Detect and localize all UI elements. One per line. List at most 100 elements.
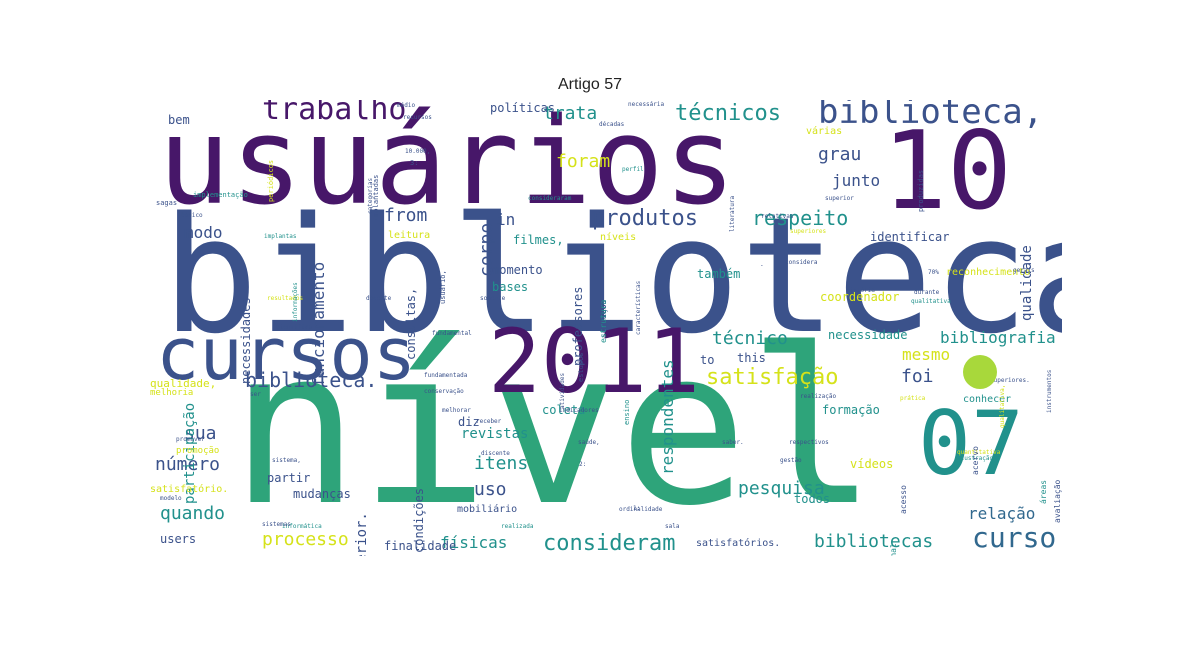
word: filmes, <box>513 233 564 247</box>
word: durante <box>914 289 940 296</box>
word: também <box>697 267 741 281</box>
word: 10 <box>882 109 1013 234</box>
word: médio <box>397 102 416 109</box>
word: relação <box>968 504 1036 523</box>
word: 1: <box>633 505 641 512</box>
word: consideram <box>543 531 676 556</box>
word: sua <box>184 423 217 444</box>
word: usuários <box>158 100 736 232</box>
word: qualidade, <box>150 377 217 390</box>
word: técnicos <box>675 101 781 126</box>
word: realização <box>800 393 837 400</box>
word: relativas <box>761 213 794 220</box>
word: áreas <box>1039 479 1048 504</box>
word: acesso <box>899 484 908 514</box>
word: níveis <box>600 232 637 243</box>
word: satisfatório. <box>150 484 229 495</box>
word: curso <box>972 521 1057 554</box>
word: trabalho <box>262 100 407 127</box>
word: consultas, <box>404 287 418 360</box>
word: produtos <box>592 206 698 231</box>
word: qualidade <box>1019 244 1035 321</box>
word: nível <box>230 302 878 553</box>
word: 2011 <box>488 310 700 413</box>
word: mesmo <box>902 345 951 364</box>
word: docente <box>366 295 392 302</box>
word: satisfatórios. <box>696 538 781 549</box>
word: superior <box>825 195 854 202</box>
word: in <box>496 210 516 229</box>
word: respectivos <box>789 439 829 446</box>
word: décadas <box>599 121 625 128</box>
word: quantitativa <box>957 449 1001 456</box>
word: diz <box>458 415 480 429</box>
word: superior. <box>354 511 370 556</box>
word: prática <box>900 395 926 402</box>
word: técnico <box>712 328 788 349</box>
word: considera <box>785 259 818 266</box>
word: políticas <box>490 101 556 115</box>
word: identificar <box>870 230 950 244</box>
word: qualitativa <box>911 298 951 305</box>
word: história <box>846 287 875 294</box>
chart-title: Artigo 57 <box>557 76 623 93</box>
word: profissional <box>889 543 898 556</box>
word: físicas <box>440 533 508 552</box>
word: users <box>160 532 197 546</box>
word: junto <box>832 171 881 190</box>
word: superiores. <box>990 377 1030 384</box>
word: características <box>635 280 642 335</box>
word: this <box>737 351 766 365</box>
word: melhoria <box>150 388 194 398</box>
word: sistema, <box>272 457 301 464</box>
accent-dot <box>963 355 997 389</box>
word: pesquisa <box>738 478 825 499</box>
word-cloud-area: usuários biblioteca nível 10 2011 cursos 07 bib… <box>150 100 1062 556</box>
word: bibliografia <box>940 328 1056 347</box>
word: to <box>700 353 715 367</box>
word: mudanças <box>293 487 351 501</box>
word: atividades <box>559 372 566 409</box>
word: sistemas <box>262 521 291 528</box>
word: superiores <box>790 228 827 235</box>
word: - <box>760 262 764 269</box>
word: mobiliário <box>457 504 518 515</box>
word: processo <box>262 529 349 550</box>
word: biblioteca. <box>245 368 378 392</box>
word: saúde, <box>578 439 600 446</box>
word: resultados <box>267 295 304 302</box>
word: recursos <box>403 114 432 121</box>
word: sagas <box>156 199 178 207</box>
word: bibliotecas <box>814 531 934 552</box>
word: 10.000, <box>405 148 431 155</box>
word: funcionamento <box>309 261 328 387</box>
word: literatura <box>729 195 736 232</box>
word: perfil <box>622 166 644 173</box>
word: finalidade <box>384 539 457 553</box>
word: vídeos <box>850 457 894 471</box>
word: melhorar <box>442 407 471 414</box>
word: conservação <box>424 388 464 395</box>
word: somente <box>480 295 506 302</box>
word: periódicos <box>267 159 275 202</box>
word: categorias <box>367 177 374 214</box>
word: respondentes <box>658 359 677 476</box>
word: número <box>155 454 221 475</box>
word: básico <box>181 212 203 219</box>
word: realizada <box>501 523 534 530</box>
word: momento <box>492 263 543 277</box>
word: ensino <box>623 399 631 426</box>
word: instrumentos <box>1046 369 1053 414</box>
word: gestão <box>780 457 802 464</box>
word: estrutura <box>599 299 608 344</box>
word: 70% <box>928 269 939 276</box>
word: produzidas <box>917 169 925 212</box>
word: discente <box>481 450 510 457</box>
word: reconhecimento <box>946 267 1031 278</box>
word: informações <box>292 281 299 322</box>
word: from <box>384 205 428 226</box>
word: biblioteca, <box>818 100 1044 132</box>
word: necessária <box>628 101 665 108</box>
word: implantas <box>264 233 297 240</box>
